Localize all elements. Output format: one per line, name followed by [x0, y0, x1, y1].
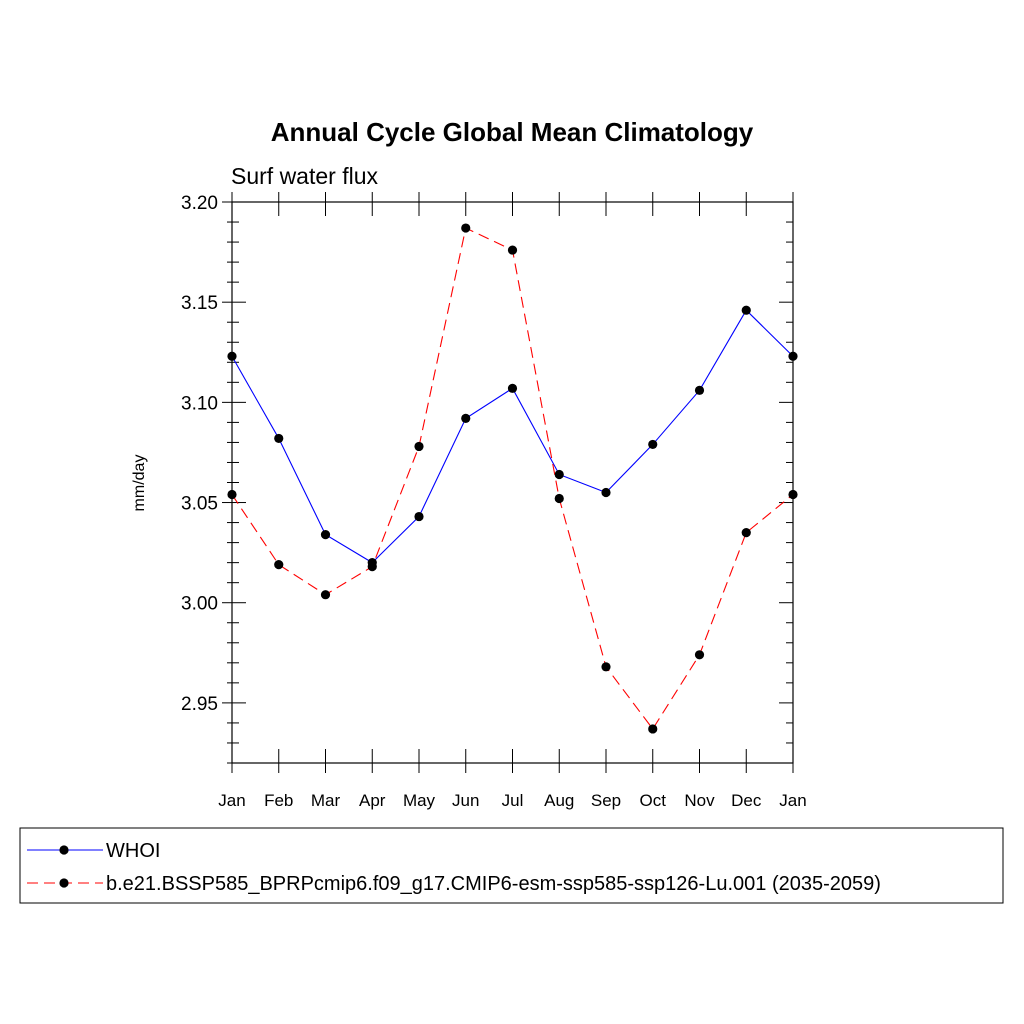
series-1-point	[788, 489, 798, 500]
plot-frame	[231, 201, 794, 764]
series-lines	[231, 227, 794, 730]
legend-marker-1	[59, 878, 69, 888]
series-0-point	[461, 413, 471, 423]
x-tick-label: Jun	[452, 791, 479, 810]
chart-title: Annual Cycle Global Mean Climatology	[271, 117, 754, 147]
series-1-point	[648, 724, 658, 734]
series-0-point	[414, 511, 424, 522]
series-1-point	[554, 493, 564, 504]
series-0-point	[741, 305, 751, 315]
series-1-point	[694, 650, 705, 660]
x-tick-label: Jul	[502, 791, 524, 810]
legend-marker-0	[59, 845, 69, 855]
x-tick-label: Jan	[218, 791, 245, 810]
series-1-point	[414, 441, 424, 452]
series-1-point	[227, 489, 237, 500]
x-tick-label: Mar	[311, 791, 341, 810]
series-1-point	[741, 527, 751, 538]
legend: WHOI b.e21.BSSP585_BPRPcmip6.f09_g17.CMIP…	[27, 840, 881, 895]
series-0-point	[507, 383, 518, 393]
series-0-point	[601, 487, 611, 498]
series-markers	[227, 223, 798, 734]
series-0-point	[227, 351, 237, 361]
series-1-point	[367, 562, 377, 572]
x-tick-label: May	[403, 791, 436, 810]
y-tick-label: 2.95	[181, 694, 218, 715]
series-1-point	[320, 590, 331, 600]
series-1-point	[507, 245, 518, 255]
series-line-1	[231, 227, 794, 730]
y-tick-label: 3.10	[181, 393, 218, 414]
series-1-point	[601, 662, 611, 672]
x-tick-label: Nov	[684, 791, 715, 810]
x-tick-label: Jan	[779, 791, 806, 810]
legend-label-0: WHOI	[106, 840, 160, 862]
series-1-point	[274, 560, 284, 570]
axes-ticks: 2.95 3.00 3.05 3.10 3.15 3.20 Jan Feb Mar Apr May J…	[181, 192, 807, 810]
series-0-point	[788, 351, 798, 361]
x-tick-label: Feb	[264, 791, 293, 810]
series-0-point	[320, 529, 331, 540]
x-tick-label: Oct	[640, 791, 667, 810]
x-tick-label: Sep	[591, 791, 621, 810]
chart-subtitle: Surf water flux	[231, 163, 378, 189]
y-tick-label: 3.20	[181, 193, 218, 214]
series-0-point	[694, 385, 705, 395]
x-tick-label: Apr	[359, 791, 386, 810]
series-0-point	[554, 469, 564, 480]
x-tick-label: Dec	[731, 791, 762, 810]
series-line-0	[231, 309, 794, 564]
y-tick-label: 3.00	[181, 594, 218, 615]
legend-box	[19, 827, 1004, 904]
x-tick-label: Aug	[544, 791, 574, 810]
series-0-point	[648, 439, 658, 450]
y-axis-label: mm/day	[131, 455, 148, 512]
y-tick-label: 3.15	[181, 293, 218, 314]
series-0-point	[274, 433, 284, 444]
legend-label-1: b.e21.BSSP585_BPRPcmip6.f09_g17.CMIP6-es…	[106, 873, 881, 895]
series-1-point	[461, 223, 471, 233]
y-tick-label: 3.05	[181, 494, 218, 515]
